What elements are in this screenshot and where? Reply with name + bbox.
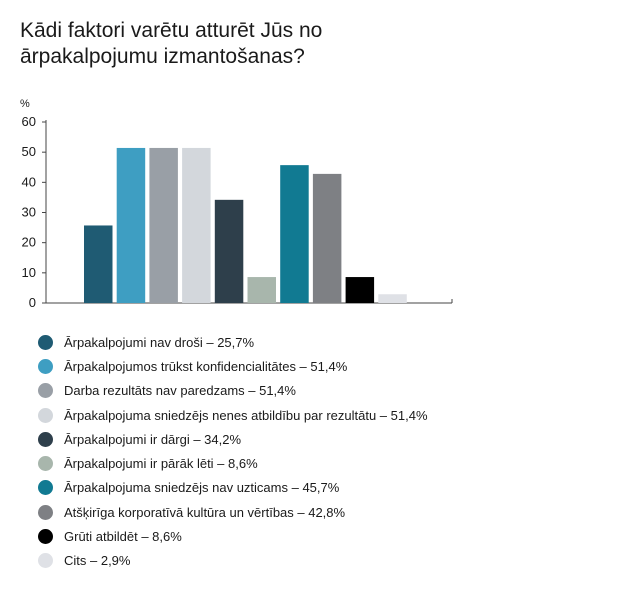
chart-title-line-1: Kādi faktori varētu atturēt Jūs no (20, 19, 323, 42)
legend-swatch (38, 529, 53, 545)
legend-label: Darba rezultāts nav paredzams – 51,4% (64, 383, 296, 399)
legend-label: Ārpakalpojumos trūkst konfidencialitātes… (64, 358, 348, 374)
bar-chart: % 0 10 20 30 40 50 60 (20, 98, 453, 310)
legend-item: Ārpakalpojumos trūkst konfidencialitātes… (38, 354, 428, 378)
legend-item: Ārpakalpojumi ir pārāk lēti – 8,6% (38, 451, 428, 475)
y-tick-label: 0 (29, 295, 36, 310)
bar-9 (345, 277, 375, 303)
legend-item: Atšķirīga korporatīvā kultūra un vērtība… (38, 500, 428, 524)
y-tick-label: 30 (22, 205, 36, 220)
legend-swatch (38, 504, 53, 520)
legend-label: Ārpakalpojumi ir dārgi – 34,2% (64, 431, 242, 447)
chart-title: Kādi faktori varētu atturēt Jūs no ārpak… (20, 18, 580, 70)
y-axis-unit-label: % (20, 98, 30, 110)
legend-swatch (38, 383, 53, 399)
legend-label: Ārpakalpojumi ir pārāk lēti – 8,6% (64, 456, 258, 472)
y-tick-label: 40 (22, 174, 36, 189)
legend-swatch (38, 334, 53, 350)
legend-swatch (38, 480, 53, 496)
legend-item: Darba rezultāts nav paredzams – 51,4% (38, 379, 428, 403)
legend-item: Ārpakalpojuma sniedzējs nenes atbildību … (38, 403, 428, 427)
legend-swatch (38, 431, 53, 447)
chart-title-line-2: ārpakalpojumu izmantošanas? (20, 45, 305, 68)
legend-label: Cits – 2,9% (64, 553, 131, 569)
legend-item: Cits – 2,9% (38, 549, 428, 573)
bar-7 (280, 165, 309, 303)
legend-item: Grūti atbildēt – 8,6% (38, 524, 428, 548)
legend-item: Ārpakalpojuma sniedzējs nav uzticams – 4… (38, 476, 428, 500)
legend-label: Ārpakalpojuma sniedzējs nenes atbildību … (64, 407, 428, 423)
bar-3 (149, 147, 178, 303)
y-tick-label: 20 (22, 235, 36, 250)
legend-item: Ārpakalpojumi ir dārgi – 34,2% (38, 427, 428, 451)
legend-label: Grūti atbildēt – 8,6% (64, 529, 182, 545)
legend-swatch (38, 358, 53, 374)
bar-1 (84, 225, 113, 303)
legend-swatch (38, 407, 53, 423)
bar-10 (378, 294, 407, 303)
y-tick-label: 10 (22, 265, 36, 280)
bar-5 (214, 199, 244, 303)
chart-legend: Ārpakalpojumi nav droši – 25,7% Ārpakalpo… (38, 330, 428, 573)
bar-8 (312, 173, 342, 303)
y-tick-label: 60 (22, 114, 36, 129)
legend-label: Ārpakalpojumi nav droši – 25,7% (64, 334, 255, 350)
legend-swatch (38, 456, 53, 472)
y-tick-label: 50 (22, 144, 36, 159)
bar-4 (182, 147, 211, 303)
legend-label: Atšķirīga korporatīvā kultūra un vērtība… (64, 504, 346, 520)
bar-6 (247, 277, 276, 303)
legend-swatch (38, 553, 53, 569)
legend-item: Ārpakalpojumi nav droši – 25,7% (38, 330, 428, 354)
bar-2 (116, 147, 146, 303)
legend-label: Ārpakalpojuma sniedzējs nav uzticams – 4… (64, 480, 340, 496)
